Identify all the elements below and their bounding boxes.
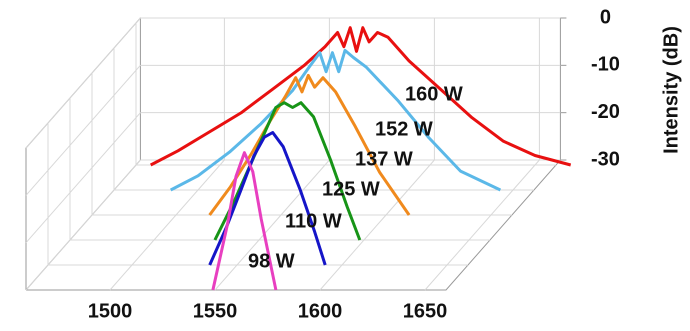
x-tick-label: 1550 [193,300,238,322]
grid-line [319,159,435,291]
spectrum-line [211,151,278,291]
grid [25,17,567,291]
spectrum-line [208,131,327,266]
spectrum-line [170,48,502,192]
spectrum-line [150,26,572,167]
y-tick-label: -10 [591,54,620,76]
y-axis-label: Intensity (dB) [660,26,682,154]
grid-line [25,112,141,243]
grid-line [25,17,141,149]
spectrum-line [208,73,411,216]
side-wall [25,17,141,290]
back-wall [139,17,561,160]
grid-line [214,159,330,291]
series-label: 160 W [405,83,463,105]
series-label: 110 W [285,210,342,232]
grid-line [424,159,540,291]
y-tick-label: 0 [600,6,611,28]
x-tick-label: 1650 [403,300,448,322]
x-tick-label: 1500 [88,300,133,322]
labels: 1500 1550 1600 1650 0 -10 -20 -30 98 W 110 W 125 W… [88,6,620,322]
series-label: 137 W [355,148,413,170]
grid-line [25,65,141,196]
series-label: 152 W [375,118,433,140]
grid-line [109,159,225,291]
x-tick-label: 1600 [298,300,343,322]
y-tick-label: -30 [591,148,620,170]
series-label: 125 W [322,178,380,200]
plot [150,26,572,291]
series-label: 98 W [248,250,295,272]
grid-line [25,159,141,291]
y-tick-label: -20 [591,101,620,123]
